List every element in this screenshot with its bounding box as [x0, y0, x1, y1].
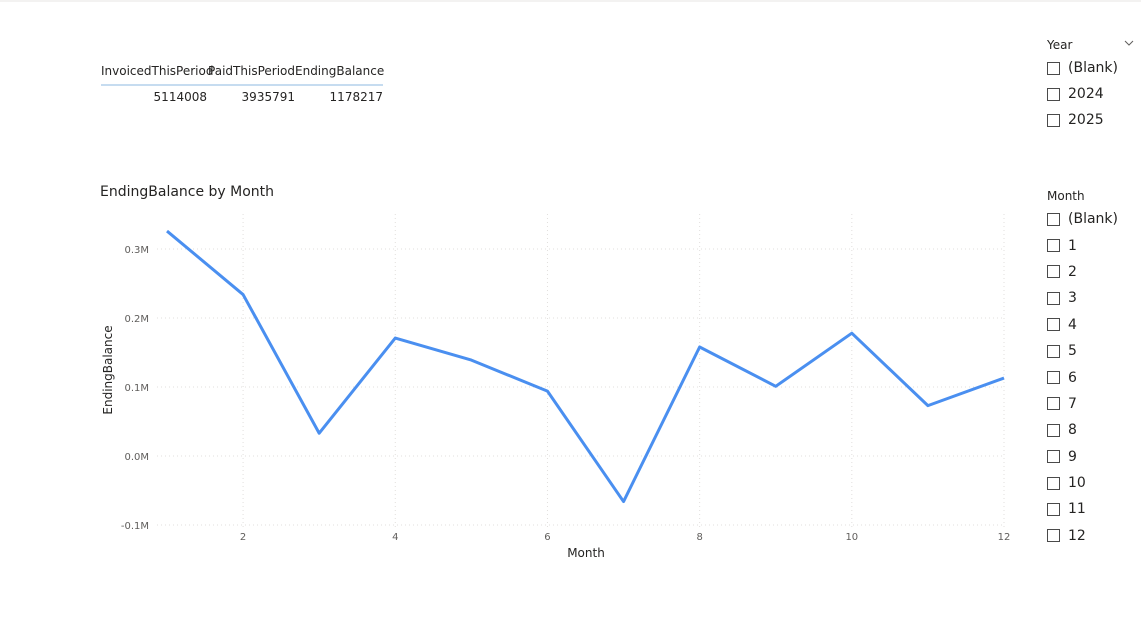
column-header[interactable]: PaidThisPeriod [208, 64, 295, 78]
slicer-item-label: (Blank) [1068, 60, 1118, 76]
slicer-item-label: 6 [1068, 369, 1077, 386]
month-slicer: Month (Blank) 1 2 3 4 5 6 7 8 9 10 11 12 [1047, 186, 1118, 549]
checkbox-icon[interactable] [1047, 212, 1060, 226]
checkbox-icon[interactable] [1047, 529, 1060, 543]
x-tick-label: 6 [544, 532, 550, 543]
slicer-item[interactable]: 2025 [1047, 107, 1118, 133]
data-point[interactable] [848, 329, 856, 337]
checkbox-icon[interactable] [1047, 476, 1060, 490]
y-tick-label: 0.2M [124, 314, 149, 325]
checkbox-icon[interactable] [1047, 344, 1060, 358]
data-point[interactable] [924, 402, 932, 410]
chart-title: EndingBalance by Month [100, 184, 275, 200]
slicer-item[interactable]: 1 [1047, 232, 1118, 258]
slicer-title: Month [1047, 189, 1085, 203]
slicer-item[interactable]: 8 [1047, 417, 1118, 443]
slicer-item[interactable]: 3 [1047, 285, 1118, 311]
series-line[interactable] [166, 229, 1005, 504]
slicer-item-label: 10 [1068, 475, 1086, 492]
table-cell: 5114008 [153, 90, 207, 104]
slicer-item[interactable]: 12 [1047, 523, 1118, 549]
checkbox-icon[interactable] [1047, 87, 1060, 101]
slicer-item[interactable]: 7 [1047, 391, 1118, 417]
data-point[interactable] [391, 334, 399, 342]
slicer-item[interactable]: 2024 [1047, 81, 1118, 107]
slicer-title: Year [1047, 38, 1073, 52]
slicer-item-label: 2025 [1068, 112, 1104, 128]
checkbox-icon[interactable] [1047, 502, 1060, 516]
slicer-item-label: (Blank) [1068, 211, 1118, 228]
checkbox-icon[interactable] [1047, 113, 1060, 127]
data-point[interactable] [620, 498, 628, 506]
slicer-item-label: 2 [1068, 263, 1077, 280]
y-axis-title: EndingBalance [101, 325, 115, 414]
x-axis-title: Month [567, 546, 605, 560]
slicer-item-label: 9 [1068, 448, 1077, 465]
slicer-item[interactable]: 2 [1047, 259, 1118, 285]
column-header[interactable]: EndingBalance [295, 64, 385, 78]
summary-table: InvoicedThisPeriod PaidThisPeriod Ending… [101, 58, 385, 108]
checkbox-icon[interactable] [1047, 291, 1060, 305]
slicer-item[interactable]: 9 [1047, 444, 1118, 470]
slicer-item[interactable]: (Blank) [1047, 206, 1118, 232]
slicer-item[interactable]: 4 [1047, 312, 1118, 338]
slicer-item-label: 11 [1068, 501, 1086, 518]
checkbox-icon[interactable] [1047, 397, 1060, 411]
checkbox-icon[interactable] [1047, 239, 1060, 253]
slicer-item[interactable]: 6 [1047, 364, 1118, 390]
slicer-item-label: 8 [1068, 422, 1077, 439]
slicer-item-label: 12 [1068, 527, 1086, 544]
x-tick-label: 4 [392, 532, 398, 543]
slicer-item-label: 2024 [1068, 86, 1104, 102]
checkbox-icon[interactable] [1047, 265, 1060, 279]
slicer-item[interactable]: 5 [1047, 338, 1118, 364]
data-point[interactable] [696, 343, 704, 351]
slicer-item-label: 4 [1068, 316, 1077, 333]
table-row: 5114008 3935791 1178217 [101, 86, 383, 108]
data-point[interactable] [315, 429, 323, 437]
year-slicer-list: (Blank) 2024 2025 [1047, 55, 1118, 133]
y-tick-label: 0.3M [124, 245, 149, 256]
column-header[interactable]: InvoicedThisPeriod [101, 64, 214, 78]
checkbox-icon[interactable] [1047, 423, 1060, 437]
data-point[interactable] [239, 291, 247, 299]
slicer-item[interactable]: 11 [1047, 496, 1118, 522]
y-tick-label: 0.0M [124, 452, 149, 463]
slicer-item-label: 7 [1068, 395, 1077, 412]
slicer-item-label: 3 [1068, 290, 1077, 307]
y-tick-label: -0.1M [121, 521, 149, 532]
chevron-down-icon[interactable] [1124, 38, 1134, 48]
data-point[interactable] [772, 382, 780, 390]
slicer-item[interactable]: (Blank) [1047, 55, 1118, 81]
top-divider [0, 0, 1141, 2]
x-tick-label: 2 [240, 532, 246, 543]
checkbox-icon[interactable] [1047, 450, 1060, 464]
data-point[interactable] [467, 356, 475, 364]
x-tick-label: 12 [998, 532, 1011, 543]
year-slicer: Year (Blank) 2024 2025 [1047, 35, 1118, 133]
checkbox-icon[interactable] [1047, 318, 1060, 332]
checkbox-icon[interactable] [1047, 371, 1060, 385]
x-tick-label: 8 [696, 532, 702, 543]
slicer-item-label: 1 [1068, 237, 1077, 254]
table-header-row: InvoicedThisPeriod PaidThisPeriod Ending… [101, 58, 385, 86]
table-cell: 1178217 [329, 90, 383, 104]
y-tick-label: 0.1M [124, 383, 149, 394]
checkbox-icon[interactable] [1047, 61, 1060, 75]
x-tick-label: 10 [845, 532, 858, 543]
slicer-item-label: 5 [1068, 343, 1077, 360]
table-cell: 3935791 [241, 90, 295, 104]
month-slicer-list: (Blank) 1 2 3 4 5 6 7 8 9 10 11 12 [1047, 206, 1118, 549]
slicer-item[interactable]: 10 [1047, 470, 1118, 496]
data-point[interactable] [163, 227, 171, 235]
data-point[interactable] [543, 387, 551, 395]
data-point[interactable] [1000, 374, 1008, 382]
